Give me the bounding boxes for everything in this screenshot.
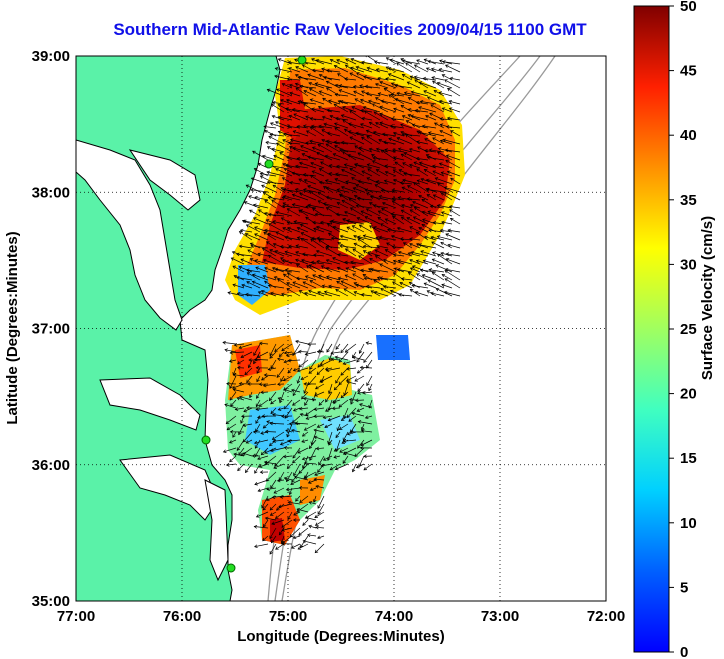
- longitude-tick-label: 73:00: [481, 608, 519, 625]
- longitude-tick-labels: 77:00 76:00 75:00 74:00 73:00 72:00: [57, 608, 625, 625]
- radar-stations: [201, 56, 307, 573]
- longitude-tick-label: 77:00: [57, 608, 95, 625]
- latitude-tick-label: 35:00: [32, 593, 70, 610]
- colorbar: [633, 5, 670, 653]
- station-marker: [201, 435, 211, 445]
- station-marker: [264, 159, 274, 169]
- colorbar-tick-label: 35: [680, 192, 697, 209]
- plot-frame: [75, 55, 607, 602]
- x-axis-label: Longitude (Degrees:Minutes): [237, 628, 445, 645]
- colorbar-label: Surface Velocity (cm/s): [699, 216, 716, 380]
- latitude-tick-label: 38:00: [32, 184, 70, 201]
- colorbar-tick-label: 25: [680, 321, 697, 338]
- station-marker: [226, 563, 236, 573]
- colorbar-tick-label: 20: [680, 386, 697, 403]
- y-axis-label: Latitude (Degrees:Minutes): [4, 231, 21, 424]
- colorbar-tick-label: 10: [680, 515, 697, 532]
- colorbar-tick-labels: 0 5 10 15 20 25 30 35 40 45 50: [669, 0, 697, 659]
- latitude-tick-label: 36:00: [32, 457, 70, 474]
- longitude-tick-label: 72:00: [587, 608, 625, 625]
- latitude-tick-label: 37:00: [32, 321, 70, 338]
- colorbar-tick-label: 45: [680, 63, 697, 80]
- latitude-tick-labels: 39:00 38:00 37:00 36:00 35:00: [32, 48, 70, 610]
- station-marker: [297, 56, 307, 65]
- colorbar-tick-label: 30: [680, 256, 697, 273]
- longitude-tick-label: 75:00: [269, 608, 307, 625]
- map-gridlines: [76, 56, 606, 601]
- colorbar-tick-label: 40: [680, 127, 697, 144]
- velocity-vectors: [222, 56, 461, 555]
- latitude-tick-label: 39:00: [32, 48, 70, 65]
- longitude-tick-label: 76:00: [163, 608, 201, 625]
- colorbar-tick-label: 0: [680, 644, 688, 659]
- colorbar-tick-label: 5: [680, 579, 688, 596]
- map-title: Southern Mid-Atlantic Raw Velocities 200…: [113, 20, 587, 39]
- bay-water: [76, 139, 229, 582]
- colorbar-tick-label: 50: [680, 0, 697, 15]
- colorbar-tick-label: 15: [680, 450, 697, 467]
- longitude-tick-label: 74:00: [375, 608, 413, 625]
